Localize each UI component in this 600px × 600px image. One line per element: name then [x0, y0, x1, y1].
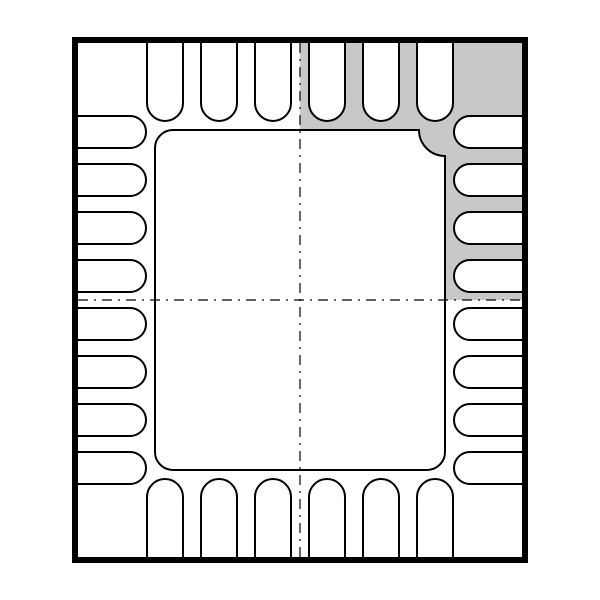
- lead-left-6: [78, 356, 146, 388]
- lead-left-3: [78, 212, 146, 244]
- lead-top-3: [255, 43, 291, 121]
- lead-bottom-1: [147, 479, 183, 557]
- lead-top-5: [363, 43, 399, 121]
- qfn-package-diagram: [0, 0, 600, 600]
- lead-top-4: [309, 43, 345, 121]
- lead-bottom-6: [417, 479, 453, 557]
- lead-left-4: [78, 260, 146, 292]
- lead-bottom-3: [255, 479, 291, 557]
- lead-right-1: [454, 116, 522, 148]
- lead-top-2: [201, 43, 237, 121]
- lead-bottom-4: [309, 479, 345, 557]
- lead-left-2: [78, 164, 146, 196]
- lead-bottom-5: [363, 479, 399, 557]
- lead-bottom-2: [201, 479, 237, 557]
- lead-top-1: [147, 43, 183, 121]
- lead-right-7: [454, 404, 522, 436]
- lead-right-6: [454, 356, 522, 388]
- lead-right-3: [454, 212, 522, 244]
- lead-right-2: [454, 164, 522, 196]
- lead-top-6: [417, 43, 453, 121]
- lead-right-8: [454, 452, 522, 484]
- lead-right-4: [454, 260, 522, 292]
- lead-left-5: [78, 308, 146, 340]
- leads-bottom: [147, 479, 453, 557]
- lead-left-1: [78, 116, 146, 148]
- lead-left-8: [78, 452, 146, 484]
- lead-left-7: [78, 404, 146, 436]
- lead-right-5: [454, 308, 522, 340]
